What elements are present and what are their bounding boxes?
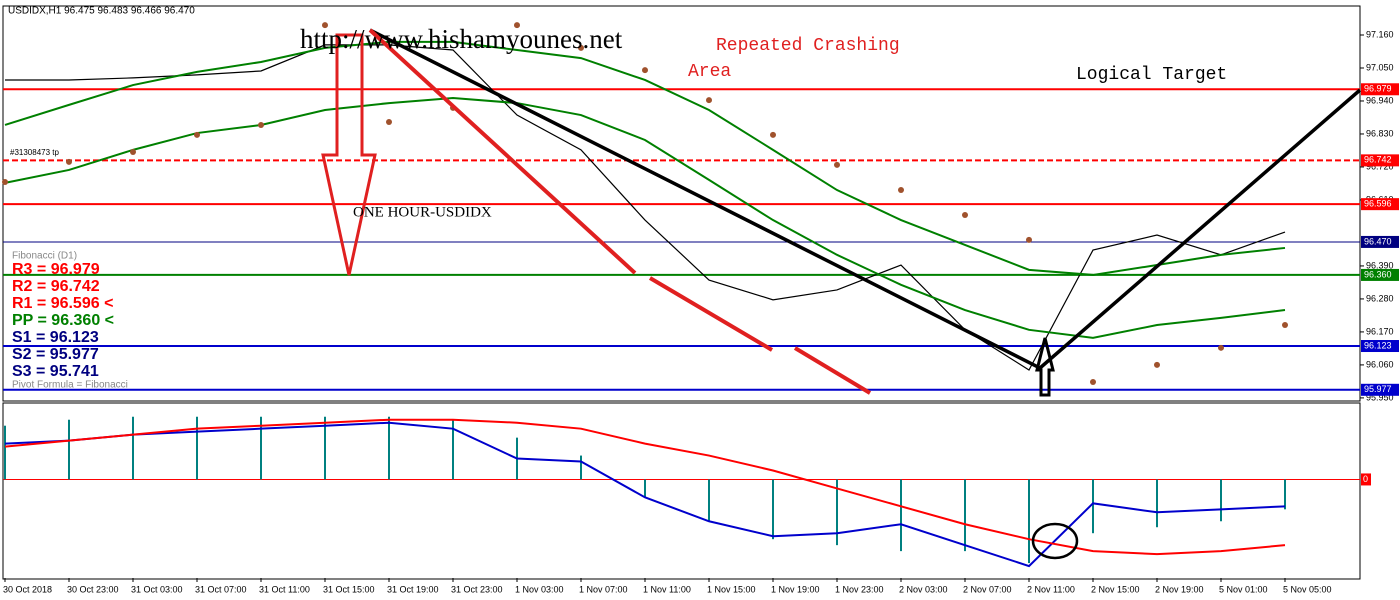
down-arrow xyxy=(321,33,377,276)
x-tick-label: 31 Oct 03:00 xyxy=(131,584,183,594)
black-trend xyxy=(369,28,1362,371)
level-box xyxy=(1361,383,1399,396)
y-tick-label: 96.170 xyxy=(1366,326,1394,336)
x-tick-label: 31 Oct 11:00 xyxy=(259,584,310,594)
pivot-line: S1 = 96.123 xyxy=(12,329,99,346)
red-trend xyxy=(368,28,637,275)
sar-dot xyxy=(834,161,840,168)
sar-dot xyxy=(706,97,712,104)
x-tick-label: 2 Nov 15:00 xyxy=(1091,584,1140,594)
pivot-line: R2 = 96.742 xyxy=(12,278,100,295)
series-line xyxy=(5,44,1286,371)
sar-dot xyxy=(1090,379,1096,386)
sar-dot xyxy=(898,187,904,194)
level-label: 96.123 xyxy=(1364,340,1392,350)
level-box xyxy=(1361,235,1399,248)
annotation: #31308473 tp xyxy=(10,148,59,157)
level-box xyxy=(1361,268,1399,281)
y-tick-label: 96.830 xyxy=(1366,128,1394,138)
series-line xyxy=(4,418,1286,556)
x-tick-label: 2 Nov 11:00 xyxy=(1027,584,1075,594)
pivot-line: S2 = 95.977 xyxy=(12,346,99,363)
x-tick-label: 1 Nov 15:00 xyxy=(707,584,756,594)
level-box xyxy=(1361,340,1399,353)
level-label: 96.360 xyxy=(1364,269,1392,279)
y-tick-label: 0 xyxy=(1363,474,1368,484)
pivot-line: S3 = 95.741 xyxy=(12,363,99,380)
sar-dot xyxy=(194,131,200,138)
circle-mark xyxy=(1031,522,1079,560)
trend-lines xyxy=(321,28,1362,560)
pivot-line: R1 = 96.596 < xyxy=(12,295,113,312)
sar-dot xyxy=(642,67,648,74)
y-tick-label: 95.950 xyxy=(1366,392,1394,402)
pivot-line: PP = 96.360 < xyxy=(12,312,114,329)
level-box xyxy=(1361,198,1399,211)
x-tick-label: 1 Nov 11:00 xyxy=(643,584,691,594)
x-tick-label: 2 Nov 19:00 xyxy=(1155,584,1204,594)
level-box xyxy=(1361,83,1399,96)
pivot-line: R3 = 96.979 xyxy=(12,261,100,278)
level-label: 96.470 xyxy=(1364,236,1392,246)
sar-dot xyxy=(258,121,264,128)
x-tick-label: 1 Nov 19:00 xyxy=(771,584,820,594)
x-tick-label: 30 Oct 23:00 xyxy=(67,584,119,594)
x-tick-label: 31 Oct 19:00 xyxy=(387,584,439,594)
x-tick-label: 31 Oct 15:00 xyxy=(323,584,375,594)
sar-dot xyxy=(66,158,72,165)
level-label: 96.596 xyxy=(1364,199,1392,209)
sar-dot xyxy=(322,22,328,29)
sar-dot xyxy=(2,178,8,185)
x-tick-label: 1 Nov 03:00 xyxy=(515,584,564,594)
series-line xyxy=(4,96,1286,339)
annotation: Logical Target xyxy=(1076,65,1227,85)
x-tick-label: 2 Nov 03:00 xyxy=(899,584,948,594)
sar-dot xyxy=(1218,344,1224,351)
up-arrow xyxy=(1035,337,1055,397)
pivot-footer: Pivot Formula = Fibonacci xyxy=(12,380,128,391)
sar-dot xyxy=(1026,236,1032,243)
red-trend xyxy=(793,346,872,395)
oscillator-panel xyxy=(2,402,1361,580)
x-tick-label: 30 Oct 2018 xyxy=(3,584,52,594)
x-tick-label: 5 Nov 05:00 xyxy=(1283,584,1332,594)
x-tick-label: 1 Nov 23:00 xyxy=(835,584,884,594)
sar-dot xyxy=(578,44,584,51)
sar-dot xyxy=(1282,322,1288,329)
sar-dot xyxy=(770,131,776,138)
level-box xyxy=(1361,154,1399,167)
y-tick-label: 96.280 xyxy=(1366,293,1394,303)
red-trend xyxy=(648,276,774,352)
y-tick-label: 97.160 xyxy=(1366,29,1394,39)
level-label: 95.977 xyxy=(1364,384,1392,394)
sar-dot xyxy=(962,211,968,218)
annotation: ONE HOUR-USDIDX xyxy=(353,204,492,220)
y-tick-label: 97.050 xyxy=(1366,62,1394,72)
y-tick-label: 96.060 xyxy=(1366,359,1394,369)
x-tick-label: 2 Nov 07:00 xyxy=(963,584,1012,594)
series-line xyxy=(4,40,1286,276)
sar-dot xyxy=(514,22,520,29)
sar-dot xyxy=(1154,361,1160,368)
site: http://www.hishamyounes.net xyxy=(300,24,623,54)
y-tick-label: 96.390 xyxy=(1366,260,1394,270)
level-label: 96.742 xyxy=(1364,155,1392,165)
x-tick-label: 31 Oct 07:00 xyxy=(195,584,247,594)
sar-dot xyxy=(130,148,136,155)
x-tick-label: 5 Nov 01:00 xyxy=(1219,584,1268,594)
annotation: Area xyxy=(688,62,731,82)
zero-box xyxy=(1361,473,1371,486)
sar-dot xyxy=(386,118,392,125)
y-tick-label: 96.940 xyxy=(1366,95,1394,105)
level-label: 96.979 xyxy=(1364,84,1392,94)
series-line xyxy=(4,421,1286,568)
pivot-title: Fibonacci (D1) xyxy=(12,251,77,262)
chart-title: USDIDX,H1 96.475 96.483 96.466 96.470 xyxy=(8,6,195,17)
annotation: Repeated Crashing xyxy=(716,36,900,56)
x-tick-label: 31 Oct 23:00 xyxy=(451,584,503,594)
x-tick-label: 1 Nov 07:00 xyxy=(579,584,628,594)
